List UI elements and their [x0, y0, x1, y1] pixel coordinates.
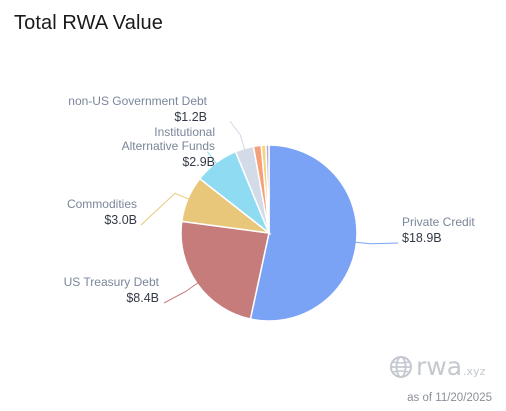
globe-icon — [390, 355, 412, 378]
slice-name-private-credit: Private Credit — [402, 215, 475, 229]
leader-line-commodities — [140, 192, 190, 226]
watermark-suffix: .xyz — [463, 365, 486, 378]
slice-name-us-treasury-debt: US Treasury Debt — [64, 275, 160, 289]
slice-value-us-treasury-debt: $8.4B — [126, 291, 159, 305]
rwa-watermark[interactable]: rwa .xyz — [389, 352, 499, 408]
leader-line-institutional-alternative-funds — [207, 151, 220, 168]
pie-slice-other-7[interactable] — [265, 144, 270, 234]
pie-slices — [180, 144, 358, 322]
leader-line-non-us-government-debt — [229, 120, 246, 151]
slice-value-non-us-government-debt: $1.2B — [174, 110, 207, 124]
slice-name-commodities: Commodities — [67, 197, 137, 211]
slice-name-non-us-government-debt: non-US Government Debt — [68, 94, 207, 108]
slice-name-institutional-alternative-funds: Institutional Alternative Funds — [122, 125, 215, 153]
slice-value-institutional-alternative-funds: $2.9B — [182, 155, 215, 169]
slice-value-commodities: $3.0B — [104, 213, 137, 227]
watermark-brand: rwa — [416, 352, 463, 381]
slice-labels: Private Credit $18.9B US Treasury Debt $8.4… — [64, 94, 476, 305]
as-of-date: as of 11/20/2025 — [407, 392, 492, 404]
leader-lines — [140, 120, 399, 304]
rwa-logo: rwa .xyz — [389, 354, 485, 379]
slice-value-private-credit: $18.9B — [402, 231, 442, 245]
leader-line-private-credit — [354, 241, 399, 245]
chart-title: Total RWA Value — [14, 12, 163, 34]
leader-line-us-treasury-debt — [163, 281, 199, 304]
